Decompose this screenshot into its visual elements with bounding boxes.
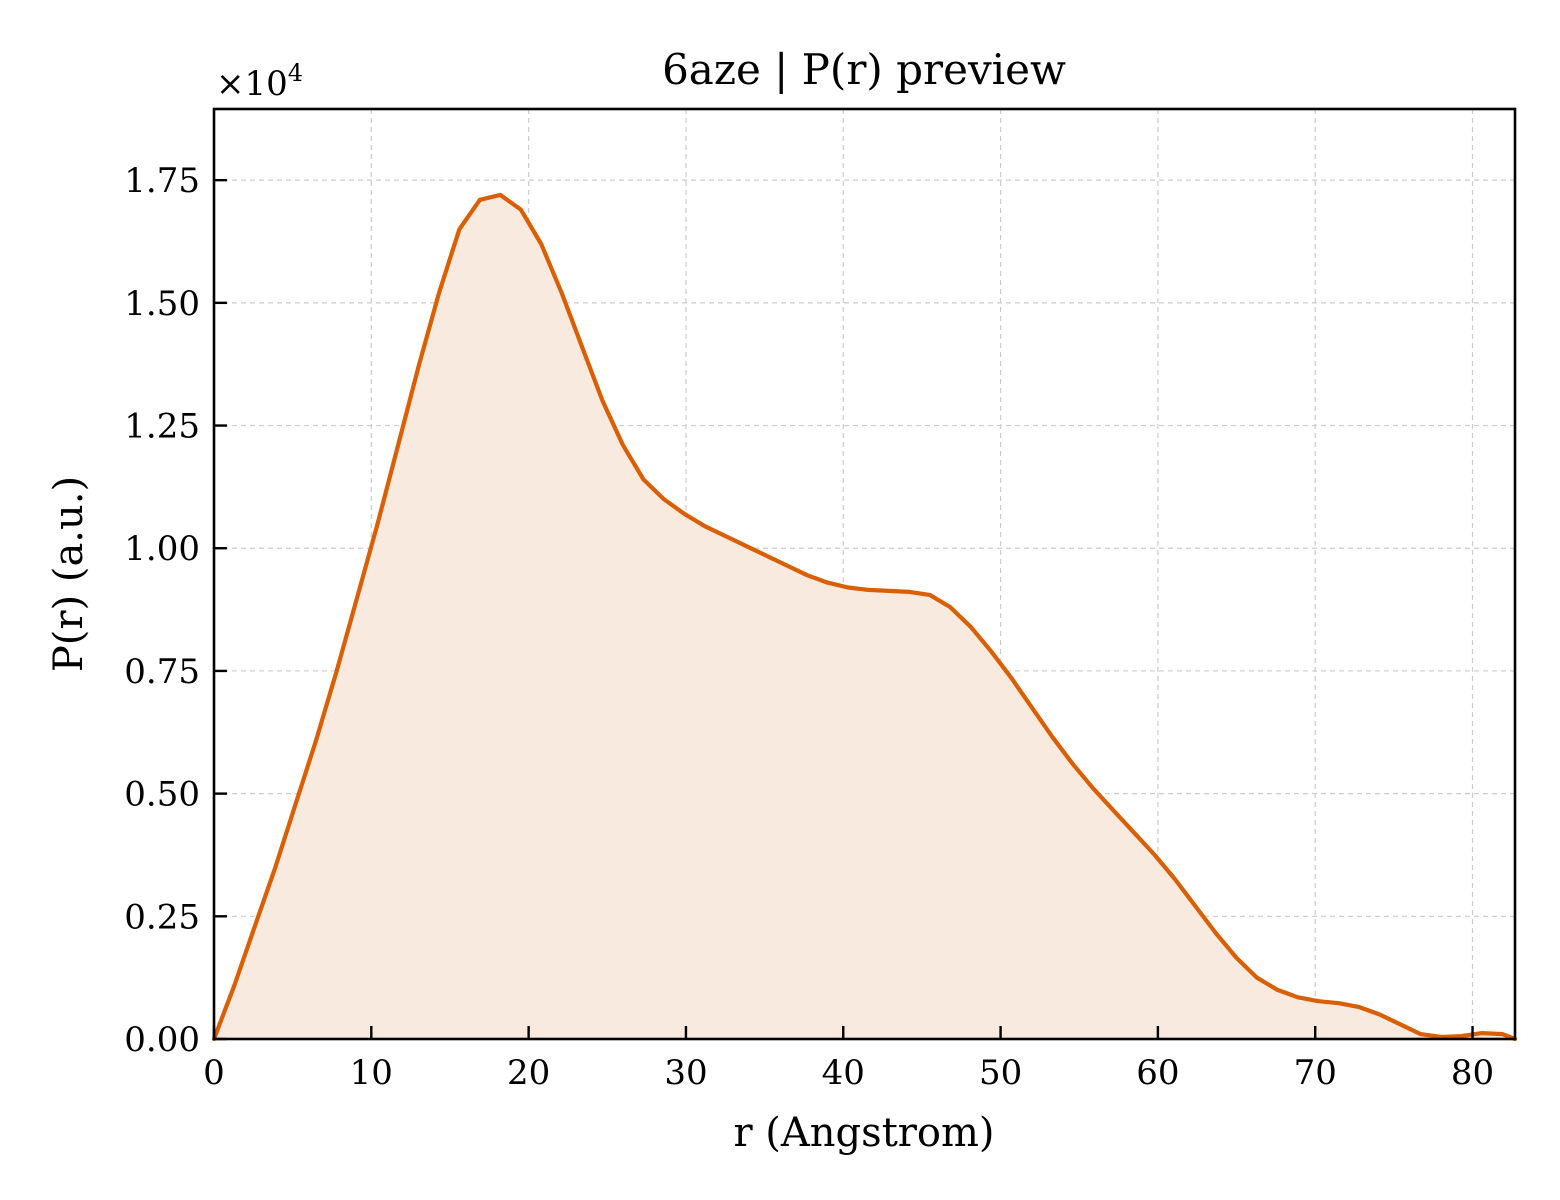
x-tick-label: 50 bbox=[979, 1053, 1022, 1093]
y-axis-label: P(r) (a.u.) bbox=[46, 476, 92, 672]
x-tick-labels: 0 10 20 30 40 50 60 70 80 bbox=[203, 1053, 1494, 1093]
pr-area-fill bbox=[214, 194, 1515, 1039]
y-tick-label: 0.50 bbox=[124, 775, 200, 815]
x-tick-label: 80 bbox=[1451, 1053, 1494, 1093]
x-tick-label: 60 bbox=[1136, 1053, 1179, 1093]
y-tick-label: 0.00 bbox=[124, 1020, 200, 1060]
x-axis-label: r (Angstrom) bbox=[733, 1110, 994, 1156]
y-tick-labels: 0.00 0.25 0.50 0.75 1.00 1.25 1.50 1.75 bbox=[124, 161, 200, 1060]
plot-frame bbox=[212, 107, 1517, 1041]
x-tick-label: 0 bbox=[203, 1053, 225, 1093]
y-tick-label: 0.75 bbox=[124, 652, 200, 692]
x-tick-label: 30 bbox=[664, 1053, 707, 1093]
y-tick-label: 1.75 bbox=[124, 161, 200, 201]
y-tick-label: 1.50 bbox=[124, 284, 200, 324]
y-tick-label: 1.25 bbox=[124, 407, 200, 447]
y-tick-label: 1.00 bbox=[124, 529, 200, 569]
y-tick-label: 0.25 bbox=[124, 897, 200, 937]
x-tick-label: 10 bbox=[350, 1053, 393, 1093]
pr-curve-line bbox=[211, 192, 1518, 1042]
y-scale-multiplier: ×104 bbox=[216, 59, 303, 104]
chart-title: 6aze | P(r) preview bbox=[662, 45, 1066, 94]
x-tick-label: 40 bbox=[822, 1053, 865, 1093]
x-tick-label: 20 bbox=[507, 1053, 550, 1093]
x-tick-label: 70 bbox=[1294, 1053, 1337, 1093]
